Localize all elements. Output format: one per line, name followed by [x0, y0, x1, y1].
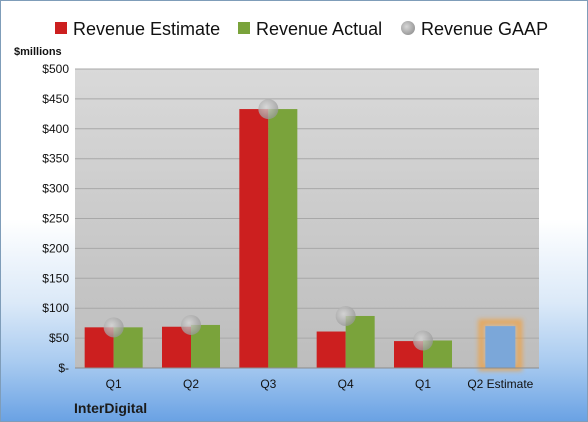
y-tick-label: $150	[42, 271, 69, 285]
x-tick-label: Q1	[415, 377, 431, 391]
x-tick-label: Q3	[260, 377, 276, 391]
y-tick-label: $100	[42, 301, 69, 315]
x-tick-label: Q4	[338, 377, 354, 391]
x-tick-label: Q2	[183, 377, 199, 391]
bar-revenue-estimate	[239, 109, 269, 368]
legend-swatch-actual	[238, 22, 250, 34]
legend-item-gaap: Revenue GAAP	[401, 19, 548, 39]
y-tick-label: $-	[58, 361, 69, 375]
company-label: InterDigital	[74, 400, 147, 416]
legend-marker-gaap	[401, 21, 415, 35]
bar-revenue-estimate	[316, 331, 346, 368]
legend-item-actual: Revenue Actual	[238, 19, 382, 39]
y-tick-label: $350	[42, 152, 69, 166]
y-unit-label: $millions	[14, 46, 62, 58]
marker-revenue-gaap	[258, 99, 279, 120]
bars	[84, 109, 523, 372]
y-tick-label: $300	[42, 182, 69, 196]
y-tick-label: $400	[42, 122, 69, 136]
legend-label-actual: Revenue Actual	[256, 19, 382, 39]
marker-revenue-gaap	[335, 305, 356, 326]
legend-item-estimate: Revenue Estimate	[55, 19, 220, 39]
x-tick-label: Q1	[106, 377, 122, 391]
marker-revenue-gaap	[413, 330, 433, 351]
y-tick-label: $450	[42, 92, 69, 106]
x-axis-ticks: Q1 Q2 Q3 Q4 Q1 Q2 Estimate	[106, 377, 534, 391]
legend-swatch-estimate	[55, 22, 67, 34]
legend-label-estimate: Revenue Estimate	[73, 19, 220, 39]
legend: Revenue Estimate Revenue Actual Revenue …	[55, 19, 548, 39]
gaap-markers	[103, 99, 433, 351]
y-tick-label: $200	[42, 241, 69, 255]
y-tick-label: $50	[49, 331, 69, 345]
bar-forecast-estimate	[485, 326, 516, 368]
x-tick-label: Q2 Estimate	[467, 377, 533, 391]
legend-label-gaap: Revenue GAAP	[421, 19, 548, 39]
bar-revenue-actual	[268, 109, 298, 368]
marker-revenue-gaap	[103, 317, 124, 338]
y-tick-label: $250	[42, 212, 69, 226]
y-axis-ticks: $- $50 $100 $150 $200 $250 $300 $350 $400 $450 $50…	[42, 62, 69, 375]
gridlines	[75, 68, 539, 339]
y-tick-label: $500	[42, 62, 69, 76]
marker-revenue-gaap	[181, 314, 201, 335]
